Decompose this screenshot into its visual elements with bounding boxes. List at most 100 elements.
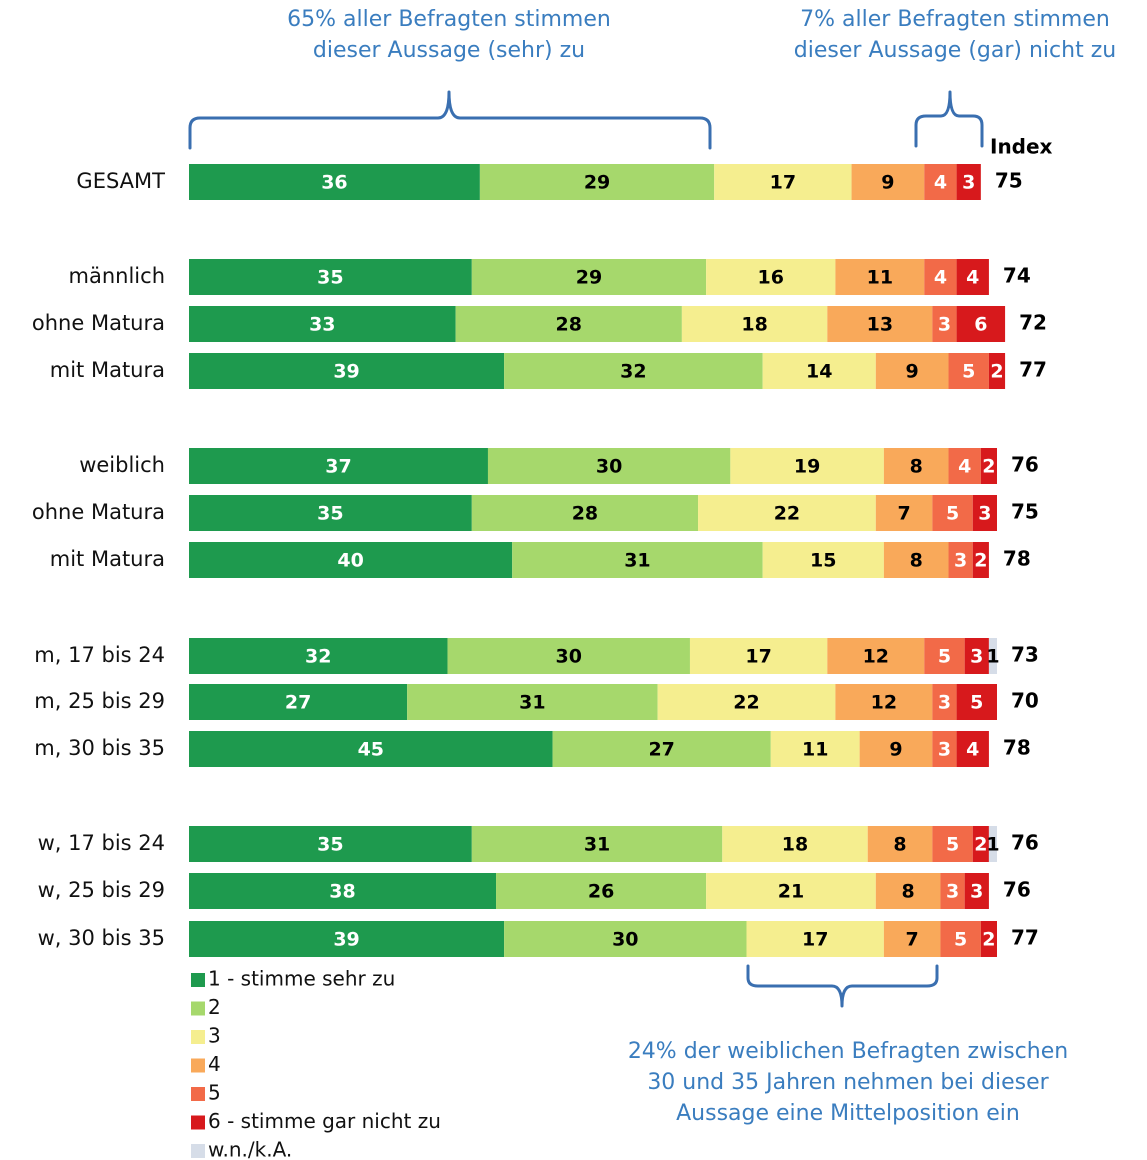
bar-segment	[189, 542, 513, 578]
bar-segment	[698, 495, 876, 531]
annotation: 7% aller Befragten stimmen	[800, 7, 1110, 32]
bar-segment	[964, 873, 989, 909]
index-value: 75	[1011, 500, 1039, 524]
data-label: 31	[519, 692, 545, 714]
category-label: weiblich	[79, 453, 165, 477]
data-label: 7	[906, 929, 919, 951]
annotation: 24% der weiblichen Befragten zwischen	[628, 1039, 1068, 1064]
data-label: 35	[317, 834, 343, 856]
bar-segment	[189, 495, 472, 531]
bar-segment	[875, 353, 949, 389]
legend-label: 5	[208, 1081, 221, 1105]
bar-segment	[956, 731, 989, 767]
data-label: 1	[986, 646, 999, 668]
data-label: 31	[624, 550, 650, 572]
index-value: 77	[1019, 358, 1047, 382]
data-label: 8	[910, 550, 923, 572]
bar-segment	[714, 164, 852, 200]
data-label: 17	[745, 646, 771, 668]
bar-segment	[988, 353, 1006, 389]
legend-swatch	[191, 1001, 205, 1016]
bar-segment	[471, 495, 699, 531]
index-value: 70	[1011, 689, 1039, 713]
data-label: 15	[810, 550, 836, 572]
data-label: 11	[802, 739, 828, 761]
data-label: 5	[970, 692, 983, 714]
data-label: 9	[881, 172, 894, 194]
bar-segment	[932, 306, 957, 342]
legend-label: w.n./k.A.	[208, 1138, 292, 1160]
bar-segment	[932, 684, 957, 720]
data-label: 4	[934, 267, 947, 289]
data-label: 4	[966, 739, 979, 761]
bar-segment	[988, 826, 997, 862]
bar-segment	[189, 731, 553, 767]
bar-segment	[770, 731, 860, 767]
bar-segment	[956, 259, 989, 295]
bar-segment	[681, 306, 828, 342]
bar-segment	[487, 448, 731, 484]
bar-segment	[189, 826, 472, 862]
data-label: 30	[556, 646, 582, 668]
bar-segment	[552, 731, 771, 767]
annotation: Aussage eine Mittelposition ein	[676, 1101, 1020, 1126]
data-label: 32	[305, 646, 331, 668]
legend-swatch	[191, 1115, 205, 1130]
data-label: 35	[317, 267, 343, 289]
legend-swatch	[191, 1144, 205, 1158]
data-label: 27	[648, 739, 674, 761]
bar-segment	[471, 259, 707, 295]
data-label: 45	[358, 739, 384, 761]
data-label: 3	[954, 550, 967, 572]
data-label: 3	[970, 646, 983, 668]
bar-segment	[407, 684, 658, 720]
index-value: 78	[1003, 736, 1031, 760]
bar-segment	[189, 164, 480, 200]
annotation: 65% aller Befragten stimmen	[287, 7, 611, 32]
bar-segment	[972, 826, 989, 862]
bar-segment	[924, 259, 957, 295]
data-label: 18	[782, 834, 808, 856]
data-label: 2	[982, 456, 995, 478]
bar-segment	[471, 826, 723, 862]
data-label: 3	[938, 739, 951, 761]
bar-segment	[940, 873, 965, 909]
bar-segment	[851, 164, 925, 200]
data-label: 5	[962, 361, 975, 383]
bar-segment	[722, 826, 868, 862]
legend-swatch	[191, 973, 205, 987]
data-label: 36	[321, 172, 347, 194]
bar-segment	[924, 164, 957, 200]
index-value: 77	[1011, 926, 1039, 950]
category-label: w, 25 bis 29	[38, 878, 165, 902]
annotation: dieser Aussage (sehr) zu	[313, 38, 585, 63]
data-label: 29	[584, 172, 610, 194]
bar-segment	[924, 638, 965, 674]
bar-segment	[972, 495, 997, 531]
bracket	[914, 90, 984, 148]
data-label: 5	[946, 834, 959, 856]
data-label: 30	[596, 456, 622, 478]
bar-segment	[496, 873, 707, 909]
data-label: 14	[806, 361, 832, 383]
bracket	[746, 964, 939, 1008]
bar-segment	[189, 306, 456, 342]
data-label: 12	[863, 646, 889, 668]
data-label: 22	[733, 692, 759, 714]
data-label: 2	[974, 550, 987, 572]
data-label: 9	[906, 361, 919, 383]
data-label: 16	[758, 267, 784, 289]
bar-segment	[189, 259, 472, 295]
bar-segment	[189, 873, 497, 909]
index-value: 73	[1011, 643, 1039, 667]
data-label: 3	[978, 503, 991, 525]
bar-segment	[948, 353, 989, 389]
bar-segment	[940, 921, 981, 957]
bar-segment	[980, 921, 997, 957]
data-label: 40	[337, 550, 363, 572]
data-label: 39	[333, 929, 359, 951]
data-label: 39	[333, 361, 359, 383]
legend-swatch	[191, 1058, 205, 1073]
bar-segment	[689, 638, 828, 674]
